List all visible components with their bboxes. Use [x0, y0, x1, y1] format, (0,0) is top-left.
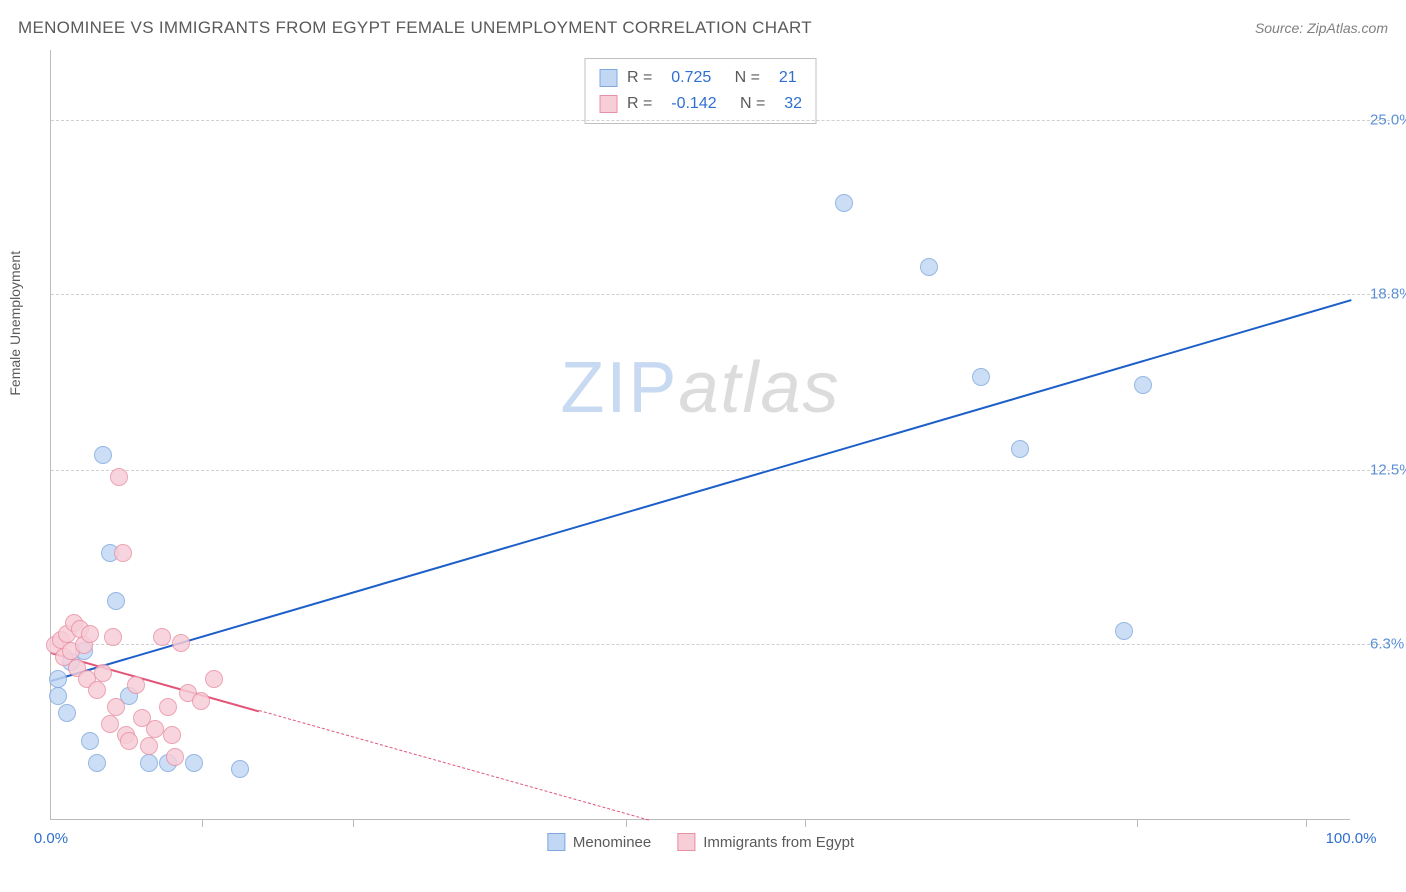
scatter-point: [172, 634, 190, 652]
grid-line: [51, 470, 1390, 471]
series-legend: Menominee Immigrants from Egypt: [547, 833, 854, 851]
scatter-point: [153, 628, 171, 646]
scatter-point: [114, 544, 132, 562]
legend-item-0: Menominee: [547, 833, 651, 851]
scatter-point: [104, 628, 122, 646]
stats-n-label: N =: [727, 95, 775, 113]
legend-swatch-1: [677, 833, 695, 851]
watermark-zip: ZIP: [560, 348, 678, 428]
stats-r-label: R =: [627, 69, 661, 87]
scatter-point: [972, 368, 990, 386]
chart-title: MENOMINEE VS IMMIGRANTS FROM EGYPT FEMAL…: [18, 18, 812, 38]
scatter-point: [1115, 622, 1133, 640]
x-tick: [626, 819, 627, 827]
scatter-point: [81, 732, 99, 750]
scatter-point: [88, 681, 106, 699]
x-tick: [202, 819, 203, 827]
stats-n-value-1: 32: [784, 95, 802, 113]
stats-row-0: R = 0.725 N = 21: [599, 65, 802, 91]
y-tick-label: 6.3%: [1370, 635, 1406, 652]
scatter-point: [920, 258, 938, 276]
chart-source: Source: ZipAtlas.com: [1255, 20, 1388, 36]
scatter-point: [107, 698, 125, 716]
y-tick-label: 18.8%: [1370, 285, 1406, 302]
scatter-point: [835, 194, 853, 212]
scatter-point: [110, 468, 128, 486]
y-tick-label: 25.0%: [1370, 112, 1406, 129]
x-tick: [1306, 819, 1307, 827]
scatter-point: [166, 748, 184, 766]
scatter-point: [1134, 376, 1152, 394]
scatter-point: [94, 446, 112, 464]
watermark-atlas: atlas: [678, 348, 840, 428]
stats-r-value-0: 0.725: [671, 69, 711, 87]
x-tick: [1137, 819, 1138, 827]
scatter-point: [120, 732, 138, 750]
scatter-point: [185, 754, 203, 772]
trend-line-dashed: [259, 710, 649, 821]
legend-swatch-0: [547, 833, 565, 851]
legend-label-1: Immigrants from Egypt: [703, 834, 854, 851]
trend-line: [51, 299, 1352, 682]
stats-n-label: N =: [721, 69, 769, 87]
stats-n-value-0: 21: [779, 69, 797, 87]
stats-r-value-1: -0.142: [671, 95, 716, 113]
stats-r-label: R =: [627, 95, 661, 113]
scatter-point: [88, 754, 106, 772]
chart-container: Female Unemployment ZIPatlas R = 0.725 N…: [50, 50, 1390, 870]
x-tick: [805, 819, 806, 827]
stats-legend: R = 0.725 N = 21 R = -0.142 N = 32: [584, 58, 817, 124]
scatter-point: [107, 592, 125, 610]
grid-line: [51, 644, 1390, 645]
plot-area: ZIPatlas R = 0.725 N = 21 R = -0.142 N =…: [50, 50, 1350, 820]
scatter-point: [49, 670, 67, 688]
scatter-point: [94, 664, 112, 682]
scatter-point: [1011, 440, 1029, 458]
scatter-point: [81, 625, 99, 643]
stats-row-1: R = -0.142 N = 32: [599, 91, 802, 117]
scatter-point: [101, 715, 119, 733]
scatter-point: [231, 760, 249, 778]
scatter-point: [163, 726, 181, 744]
y-tick-label: 12.5%: [1370, 462, 1406, 479]
swatch-series-1: [599, 95, 617, 113]
legend-item-1: Immigrants from Egypt: [677, 833, 854, 851]
scatter-point: [146, 720, 164, 738]
swatch-series-0: [599, 69, 617, 87]
grid-line: [51, 120, 1390, 121]
scatter-point: [192, 692, 210, 710]
scatter-point: [159, 698, 177, 716]
watermark: ZIPatlas: [560, 347, 840, 429]
x-axis-label: 0.0%: [34, 830, 68, 847]
scatter-point: [140, 754, 158, 772]
scatter-point: [49, 687, 67, 705]
chart-header: MENOMINEE VS IMMIGRANTS FROM EGYPT FEMAL…: [18, 18, 1388, 38]
scatter-point: [58, 704, 76, 722]
grid-line: [51, 294, 1390, 295]
x-tick: [353, 819, 354, 827]
legend-label-0: Menominee: [573, 834, 651, 851]
scatter-point: [140, 737, 158, 755]
scatter-point: [205, 670, 223, 688]
y-axis-label: Female Unemployment: [7, 251, 23, 396]
scatter-point: [127, 676, 145, 694]
x-axis-label: 100.0%: [1326, 830, 1377, 847]
